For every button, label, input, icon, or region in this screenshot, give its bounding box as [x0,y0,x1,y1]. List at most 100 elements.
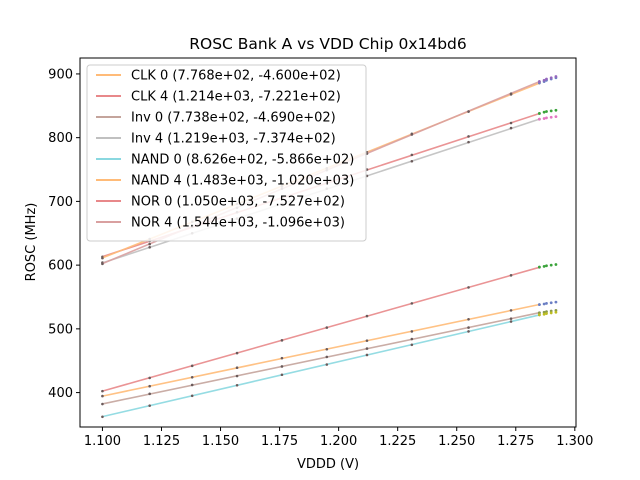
y-tick-label: 400 [48,386,73,401]
data-point [190,364,194,368]
series-4 [101,310,558,419]
data-point [280,365,284,368]
cluster-point [542,78,546,82]
x-tick-label: 1.125 [143,434,180,449]
data-point [235,374,239,378]
axes-frame [79,57,577,428]
series-fit-line [102,311,540,405]
data-point [280,373,284,377]
data-point [467,330,470,333]
cluster-point [542,302,546,306]
data-point [148,245,151,249]
data-point [467,286,470,289]
data-point [410,159,414,163]
data-point [280,339,284,342]
data-point [101,389,104,393]
cluster-point [545,116,548,120]
legend-label: Inv 4 (1.219e+03, -7.374e+02) [131,132,336,147]
y-axis-label: ROSC (MHz) [24,203,39,282]
data-point [467,326,470,329]
legend-label: NAND 0 (8.626e+02, -5.866e+02) [131,153,354,168]
x-tick-label: 1.225 [379,434,416,449]
y-tick-label: 700 [48,195,73,210]
chart-title: ROSC Bank A vs VDD Chip 0x14bd6 [189,35,467,53]
legend-item: Inv 0 (7.738e+02, -4.690e+02) [96,111,336,126]
data-point [235,366,239,370]
data-point [509,92,513,95]
y-tick-label: 800 [48,131,73,146]
cluster-point [542,117,546,120]
data-point [148,242,151,246]
cluster-point [537,117,541,121]
data-point [410,302,414,305]
data-point [410,133,414,136]
cluster-point [554,300,558,304]
data-point [190,375,194,379]
cluster-point [554,75,558,78]
cluster-point [545,301,548,305]
legend-box [86,64,367,242]
cluster-point [549,263,553,267]
data-point [509,309,513,312]
data-point [280,356,284,360]
data-point [365,353,369,357]
data-point [509,121,513,125]
legend-label: NOR 4 (1.544e+03, -1.096e+03) [131,216,345,231]
series-6 [101,263,558,393]
y-axis-ticks: 400 500 600 700 800 900 [48,67,80,401]
data-point [101,402,104,406]
x-tick-label: 1.200 [320,434,357,449]
series-0 [101,300,558,398]
data-point [410,330,414,333]
data-point [101,262,104,266]
cluster-point [545,264,548,268]
x-axis-label: VDDD (V) [297,457,359,472]
y-tick-label: 500 [48,322,73,337]
x-tick-label: 1.100 [84,434,121,449]
cluster-point [554,310,558,314]
legend-label: Inv 0 (7.738e+02, -4.690e+02) [131,111,336,126]
data-point [325,363,329,366]
data-point [101,394,104,398]
data-point [467,135,470,138]
cluster-point [537,80,541,83]
legend-label: NAND 4 (1.483e+03, -1.020e+03) [131,174,354,189]
x-tick-label: 1.175 [261,434,298,449]
cluster-point [549,109,553,113]
cluster-point [542,264,546,268]
legend-item: CLK 0 (7.768e+02, -4.600e+02) [96,69,341,84]
data-point [467,110,470,113]
data-point [410,153,414,157]
legend-item: NAND 4 (1.483e+03, -1.020e+03) [96,174,354,189]
cluster-point [537,265,541,269]
data-point [467,317,470,321]
cluster-point [554,263,558,266]
cluster-point [545,110,548,113]
cluster-point [537,303,541,307]
cluster-point [554,108,558,112]
data-point [509,126,513,130]
data-point [410,343,414,347]
cluster-point [542,312,546,316]
x-tick-label: 1.300 [556,434,593,449]
legend-label: NOR 0 (1.050e+03, -7.527e+02) [131,195,345,210]
legend-item: NOR 0 (1.050e+03, -7.527e+02) [96,195,345,210]
data-point [101,256,104,260]
cluster-point [549,311,553,315]
legend: CLK 0 (7.768e+02, -4.600e+02) CLK 4 (1.21… [86,64,367,242]
data-point [509,317,513,320]
y-tick-label: 900 [48,67,73,82]
legend-item: NAND 0 (8.626e+02, -5.866e+02) [96,153,354,168]
legend-label: CLK 4 (1.214e+03, -7.221e+02) [131,90,341,105]
x-axis-ticks: 1.100 1.125 1.150 1.175 1.200 1.225 1.250 1.275… [84,427,593,449]
legend-label: CLK 0 (7.768e+02, -4.600e+02) [131,69,341,84]
data-point [148,384,151,388]
data-point [325,355,329,359]
data-point [190,383,194,387]
data-point [235,383,239,387]
cluster-point [545,312,548,315]
data-point [325,347,329,351]
data-point [509,320,513,323]
